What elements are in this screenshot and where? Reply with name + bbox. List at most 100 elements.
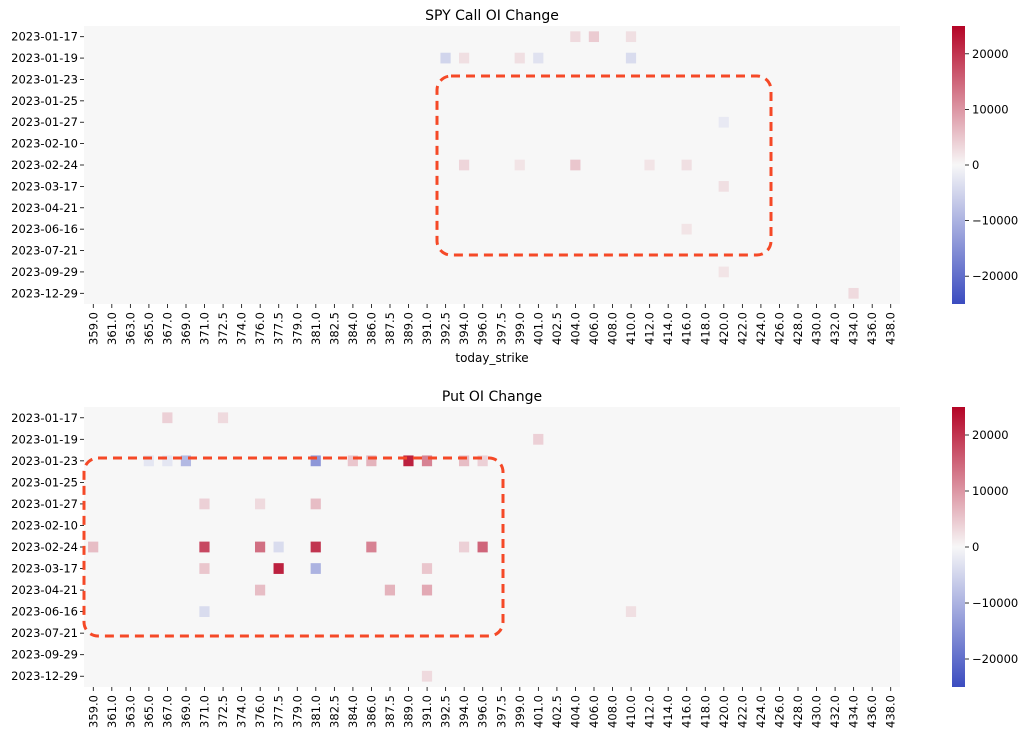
y-tick-label: 2023-01-17 [11, 411, 78, 425]
x-tick-label: 426.0 [772, 695, 786, 728]
y-tick-label: 2023-04-21 [11, 583, 78, 597]
heatmap-cell [588, 31, 600, 43]
heatmap-cell [143, 455, 154, 467]
x-tick-label: 414.0 [661, 695, 675, 728]
x-tick-label: 369.0 [179, 312, 193, 345]
y-tick-label: 2023-02-10 [11, 137, 78, 151]
x-tick-label: 387.5 [383, 312, 397, 345]
heatmap-cell [273, 563, 284, 574]
x-tick-label: 374.0 [235, 695, 249, 728]
heatmap-background [84, 407, 900, 687]
chart-title: Put OI Change [442, 389, 542, 405]
colorbar-tick-label: −20000 [972, 269, 1018, 283]
heatmap-cell [625, 606, 637, 617]
heatmap-cell [384, 584, 396, 596]
heatmap-cell [458, 52, 470, 64]
heatmap-cell [421, 584, 433, 596]
colorbar-tick-label: 10000 [972, 484, 1009, 498]
x-tick-label: 432.0 [828, 312, 842, 345]
x-tick-label: 410.0 [624, 312, 638, 345]
x-tick-label: 382.5 [327, 695, 341, 728]
x-tick-label: 434.0 [847, 695, 861, 728]
x-tick-label: 420.0 [717, 312, 731, 345]
heatmap-cell [718, 181, 729, 192]
highlight-box [82, 456, 505, 638]
heatmap-cell [217, 412, 229, 424]
heatmap-cell [421, 455, 433, 467]
colorbar-tick-label: −10000 [972, 214, 1018, 228]
x-tick-label: 410.0 [624, 695, 638, 728]
heatmap-cell [199, 541, 210, 553]
heatmap-cell [199, 498, 210, 510]
y-tick-label: 2023-01-27 [11, 115, 78, 129]
x-tick-label: 377.5 [272, 312, 286, 345]
y-tick-label: 2023-02-10 [11, 518, 78, 532]
heatmap-cell [458, 455, 470, 467]
x-tick-label: 392.5 [439, 695, 453, 728]
x-tick-label: 434.0 [847, 312, 861, 345]
heatmap-cell [199, 606, 210, 617]
x-tick-label: 361.0 [105, 695, 119, 728]
x-tick-label: 391.0 [420, 312, 434, 345]
heatmap-cell [458, 541, 470, 553]
x-tick-label: 426.0 [772, 312, 786, 345]
heatmap-cell [477, 455, 488, 467]
x-tick-label: 416.0 [680, 695, 694, 728]
y-tick-label: 2023-06-16 [11, 605, 78, 619]
heatmap-cell [180, 455, 192, 467]
x-tick-label: 412.0 [643, 312, 657, 345]
heatmap-cell [718, 266, 729, 278]
heatmap-cell [199, 563, 210, 574]
heatmap-cell [310, 498, 321, 510]
x-tick-label: 430.0 [810, 695, 824, 728]
x-tick-label: 428.0 [791, 695, 805, 728]
colorbar-tick-label: −10000 [972, 596, 1018, 610]
colorbar-tick-label: 20000 [972, 428, 1009, 442]
heatmap-cell [254, 498, 266, 510]
heatmap-cell [254, 541, 266, 553]
x-tick-label: 401.0 [531, 695, 545, 728]
y-tick-label: 2023-12-29 [11, 669, 78, 683]
x-tick-label: 430.0 [810, 312, 824, 345]
x-tick-label: 404.0 [568, 312, 582, 345]
heatmap-cell [533, 52, 544, 64]
heatmap-cell [403, 455, 414, 467]
x-tick-label: 432.0 [828, 695, 842, 728]
x-tick-label: 428.0 [791, 312, 805, 345]
x-tick-label: 420.0 [717, 695, 731, 728]
y-tick-label: 2023-04-21 [11, 201, 78, 215]
heatmap-cell [421, 670, 433, 682]
x-tick-label: 402.5 [550, 695, 564, 728]
x-tick-label: 365.0 [142, 312, 156, 345]
x-tick-label: 396.0 [476, 695, 490, 728]
x-tick-label: 392.5 [439, 312, 453, 345]
heatmap-cell [421, 563, 433, 574]
y-tick-label: 2023-01-25 [11, 475, 78, 489]
heatmap-cell [514, 159, 525, 171]
x-tick-label: 436.0 [865, 312, 879, 345]
x-tick-label: 365.0 [142, 695, 156, 728]
x-tick-label: 416.0 [680, 312, 694, 345]
colorbar-tick-label: 0 [972, 158, 979, 172]
heatmap-background [84, 26, 900, 304]
x-tick-label: 386.0 [364, 695, 378, 728]
y-tick-label: 2023-09-29 [11, 648, 78, 662]
heatmap-cell [254, 584, 266, 596]
y-tick-label: 2023-09-29 [11, 265, 78, 279]
x-tick-label: 381.0 [309, 695, 323, 728]
x-tick-label: 372.5 [216, 695, 230, 728]
y-tick-label: 2023-01-19 [11, 51, 78, 65]
heatmap-cell [347, 455, 358, 467]
heatmap-panel-1: SPY Call OI Change 2023-01-17 2023-01-19 20… [11, 8, 1018, 365]
heatmap-cell [625, 31, 637, 43]
heatmap-cell [310, 563, 321, 574]
chart-title: SPY Call OI Change [425, 8, 559, 24]
heatmap-cell [162, 455, 173, 467]
x-tick-label: 374.0 [235, 312, 249, 345]
x-tick-label: 367.0 [160, 312, 174, 345]
heatmap-cell [625, 52, 637, 64]
x-tick-label: 422.0 [735, 695, 749, 728]
heatmap-cell [644, 159, 655, 171]
x-tick-label: 371.0 [198, 695, 212, 728]
heatmap-cell [366, 541, 377, 553]
